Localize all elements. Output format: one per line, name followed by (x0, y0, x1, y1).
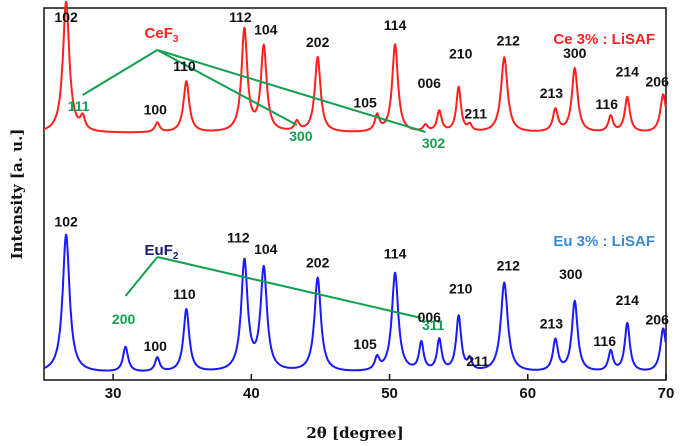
peak-label: 211 (466, 353, 489, 369)
peak-label: 104 (254, 241, 278, 257)
plot-frame (43, 7, 667, 381)
peak-label: 116 (593, 333, 616, 349)
impurity-pointer-line (157, 49, 426, 133)
impurity-peak-label: 111 (68, 98, 90, 114)
legend-entry: Ce 3% : LiSAF (553, 31, 655, 48)
impurity-pointer-line (82, 49, 158, 96)
peak-label: 100 (144, 338, 168, 354)
peak-label: 212 (497, 258, 521, 274)
peak-label: 300 (559, 266, 583, 282)
series-line-eu (43, 233, 667, 372)
peak-label: 202 (306, 255, 330, 271)
peak-label: 300 (563, 45, 587, 61)
series-group (43, 0, 667, 372)
peak-label: 206 (646, 311, 670, 327)
peak-label: 206 (646, 73, 670, 89)
peak-label: 006 (418, 75, 442, 91)
x-axis-label: 2θ [degree] (306, 424, 403, 442)
peak-label: 213 (540, 315, 564, 331)
impurity-pointer-line (157, 256, 422, 319)
peak-label: 112 (229, 9, 252, 25)
y-axis-label: Intensity [a. u.] (8, 129, 26, 260)
peak-label: 214 (616, 292, 640, 308)
compound-label: EuF2 (145, 242, 179, 262)
peak-label: 213 (540, 85, 564, 101)
peak-label: 116 (595, 96, 618, 112)
peak-label: 114 (384, 246, 407, 262)
x-tick-label: 50 (381, 385, 398, 402)
series-line-ce (43, 0, 667, 134)
impurity-pointer-line (124, 256, 159, 297)
peak-label: 100 (144, 101, 168, 117)
peak-labels: 1021001101121042021051140062102112122133… (54, 9, 669, 369)
peak-label: 214 (616, 64, 640, 80)
peak-label: 102 (54, 9, 78, 25)
peak-label: 211 (464, 106, 487, 122)
impurity-peak-label: 311 (422, 317, 445, 333)
peak-label: 210 (449, 280, 473, 296)
peak-label: 110 (173, 286, 196, 302)
peak-label: 212 (497, 32, 521, 48)
compound-label: CeF3 (145, 25, 179, 45)
impurity-peak-label: 300 (289, 128, 313, 144)
impurity-annotations: 111 300 302 CeF3 200 311 EuF2 (68, 25, 446, 333)
peak-label: 112 (227, 229, 250, 245)
x-axis-ticks: 30 40 50 60 70 (105, 374, 675, 402)
peak-label: 202 (306, 34, 330, 50)
x-tick-label: 70 (658, 385, 675, 402)
impurity-peak-label: 302 (422, 135, 446, 151)
legend-entry: Eu 3% : LiSAF (553, 233, 655, 250)
peak-label: 114 (384, 17, 407, 33)
x-tick-label: 60 (519, 385, 536, 402)
peak-label: 105 (353, 336, 377, 352)
peak-label: 110 (173, 58, 196, 74)
peak-label: 102 (54, 214, 78, 230)
peak-label: 006 (418, 309, 442, 325)
impurity-pointer-line (156, 49, 298, 126)
impurity-peak-label: 200 (112, 311, 136, 327)
x-tick-label: 30 (105, 385, 122, 402)
peak-label: 210 (449, 46, 473, 62)
peak-label: 105 (353, 94, 377, 110)
x-tick-label: 40 (243, 385, 260, 402)
legend: Ce 3% : LiSAF Eu 3% : LiSAF (553, 31, 655, 250)
peak-label: 104 (254, 22, 278, 38)
